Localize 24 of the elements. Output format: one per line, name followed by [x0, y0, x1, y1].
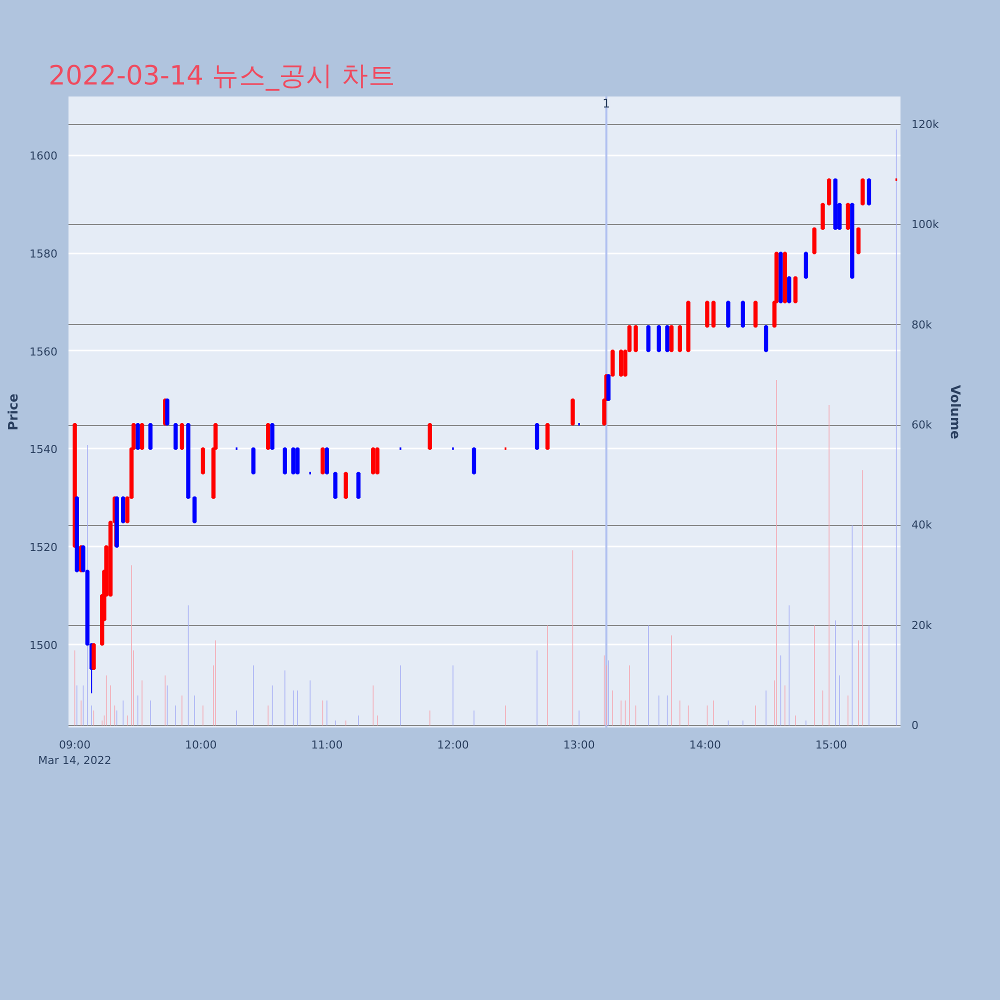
y2-tick-label: 60k: [912, 418, 932, 432]
x-tick-label: 10:00: [185, 738, 217, 752]
y-tick-label: 1500: [30, 638, 58, 652]
y2-tick-label: 40k: [912, 518, 932, 532]
y2-tick-label: 80k: [912, 318, 932, 332]
x-tick-label: 12:00: [437, 738, 469, 752]
y-tick-label: 1560: [30, 345, 58, 358]
y-axis-title: Price: [6, 393, 22, 430]
x-tick-label: 13:00: [563, 738, 595, 752]
y2-tick-label: 20k: [912, 618, 932, 632]
y2-tick-label: 0: [912, 718, 918, 732]
x-tick-label: 15:00: [815, 738, 848, 752]
x-tick-label: 14:00: [689, 738, 721, 752]
x-tick-label: 11:00: [311, 738, 343, 752]
y-tick-label: 1540: [30, 443, 58, 456]
y-tick-label: 1580: [30, 248, 58, 261]
y2-tick-label: 100k: [912, 218, 940, 232]
chart-title: 2022-03-14 뉴스_공시 차트: [48, 60, 396, 92]
ref-line-label: 1: [602, 96, 610, 110]
x-tick-label: 09:00 Mar 14, 2022: [38, 738, 112, 768]
y-tick-label: 1600: [30, 150, 58, 163]
y-tick-label: 1520: [30, 541, 58, 554]
y2-tick-label: 120k: [912, 118, 940, 132]
y2-axis-title: Volume: [946, 384, 962, 440]
